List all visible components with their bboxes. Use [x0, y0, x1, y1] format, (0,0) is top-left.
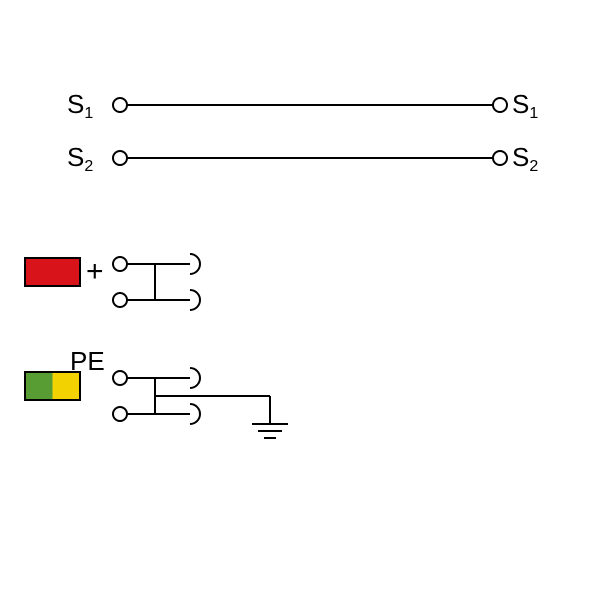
pe-terminal-bottom — [113, 407, 127, 421]
pe-socket-top — [190, 368, 200, 388]
signal-s2-right-terminal — [493, 151, 507, 165]
signal-s2-left-terminal — [113, 151, 127, 165]
signal-s1-left-label: S1 — [67, 89, 93, 122]
pe-swatch-yellow — [53, 372, 81, 400]
plus-terminal-bottom — [113, 293, 127, 307]
signal-s1-right-label: S1 — [512, 89, 538, 122]
signal-s1-right-terminal — [493, 98, 507, 112]
signal-s2-left-label: S2 — [67, 142, 93, 175]
pe-terminal-top — [113, 371, 127, 385]
signal-s1-left-terminal — [113, 98, 127, 112]
plus-socket-bottom — [190, 290, 200, 310]
plus-socket-top — [190, 254, 200, 274]
signal-s2-right-label: S2 — [512, 142, 538, 175]
pe-swatch-green — [25, 372, 53, 400]
pe-socket-bottom — [190, 404, 200, 424]
plus-terminal-top — [113, 257, 127, 271]
pe-label: PE — [70, 346, 105, 376]
plus-color-swatch — [25, 258, 80, 286]
plus-label: + — [86, 255, 104, 288]
